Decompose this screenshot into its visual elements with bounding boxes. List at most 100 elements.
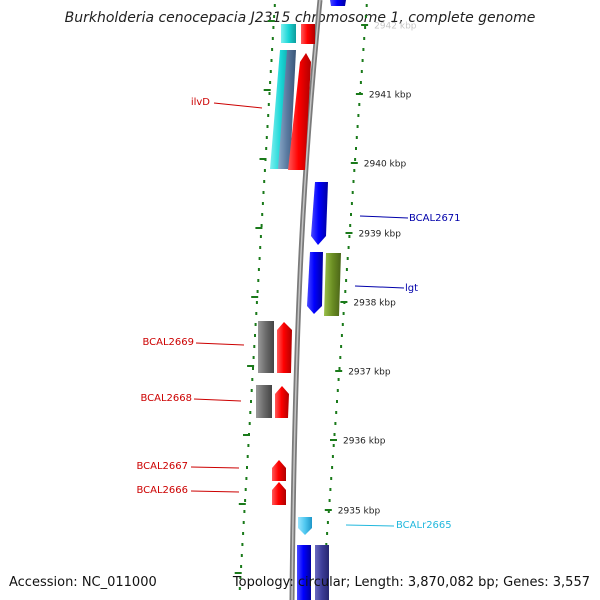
ruler-dot (348, 235, 351, 238)
ruler-dot (247, 444, 250, 447)
genome-summary: Topology: circular; Length: 3,870,082 bp… (232, 575, 590, 590)
gene-label-leader (345, 524, 395, 527)
gene-label-leader (359, 215, 409, 219)
ilvD-region[interactable] (270, 50, 311, 170)
ruler-minor-tick (263, 89, 271, 91)
ruler-dot (362, 48, 365, 51)
ruler-dot (273, 4, 276, 7)
gene-label[interactable]: BCAL2667 (136, 461, 188, 472)
ruler-major-tick (340, 301, 348, 303)
accession-label: Accession: NC_011000 (9, 575, 157, 590)
gene-label-leader (190, 466, 240, 469)
ruler-dot (259, 235, 262, 238)
red-gene-top[interactable] (301, 24, 315, 44)
ruler-dot (262, 191, 265, 194)
ruler-dot (329, 488, 332, 491)
BCALr2665-gene[interactable] (298, 517, 312, 535)
ruler-dot (330, 477, 333, 480)
ruler-dot (251, 378, 254, 381)
ruler-dot (261, 202, 264, 205)
ruler-dot (240, 565, 243, 568)
ruler-tick-label: 2935 kbp (338, 507, 381, 517)
BCAL2666-gene[interactable] (272, 482, 286, 505)
BCAL2669-cds-feature[interactable] (258, 321, 274, 373)
ruler-dot (360, 70, 363, 73)
gene-label-leader (193, 398, 242, 402)
ruler-dot (242, 532, 245, 535)
ruler-tick-label: 2942 kbp (374, 22, 417, 32)
ruler-major-tick (335, 370, 343, 372)
BCAL2668-gene[interactable] (275, 386, 289, 418)
ruler-dot (356, 125, 359, 128)
BCAL2669-gene[interactable] (277, 322, 292, 373)
ruler-dot (338, 367, 341, 370)
ruler-dot (364, 15, 367, 18)
gene-label-leader (213, 102, 263, 109)
gene-label[interactable]: BCAL2666 (136, 485, 188, 496)
ruler-dot (354, 158, 357, 161)
ruler-dot (252, 356, 255, 359)
ruler-dot (263, 169, 266, 172)
ruler-dot (246, 466, 248, 469)
ruler-dot (240, 554, 243, 557)
ruler-dot (333, 433, 336, 436)
ruler-major-tick (355, 93, 363, 95)
lgt-gene[interactable] (307, 252, 323, 314)
ruler-major-tick (350, 162, 358, 164)
ruler-dot (340, 345, 343, 348)
BCAL2667-gene[interactable] (272, 460, 286, 481)
ruler-dot (255, 301, 258, 304)
ruler-dot (350, 213, 352, 216)
gene-label[interactable]: BCALr2665 (396, 520, 452, 531)
ruler-dot (326, 521, 329, 524)
ruler-dot (268, 92, 271, 95)
ruler-dot (257, 268, 260, 271)
ruler-dot (260, 224, 263, 227)
BCAL2671-gene[interactable] (311, 182, 328, 245)
ruler-dot (336, 389, 339, 392)
gene-label[interactable]: BCAL2671 (409, 213, 461, 224)
ruler-dot (327, 510, 330, 513)
ruler-dot (344, 290, 347, 293)
ruler-tick-label: 2938 kbp (353, 299, 396, 309)
ruler-dot (267, 103, 270, 106)
gene-label[interactable]: BCAL2668 (140, 393, 192, 404)
ruler-dot (341, 323, 344, 326)
ruler-dot (263, 180, 266, 183)
ilvD-gene[interactable] (288, 53, 311, 170)
ruler-dot (331, 455, 334, 458)
ruler-dot (266, 125, 269, 128)
cyan-feature-top[interactable] (281, 24, 296, 43)
lgt-olive-feature[interactable] (324, 253, 341, 316)
BCAL2668-cds-feature[interactable] (256, 385, 272, 418)
ruler-dot (257, 279, 260, 282)
ruler-dot (242, 521, 245, 524)
blue-gene-bottom[interactable] (297, 545, 311, 600)
ruler-tick-label: 2939 kbp (359, 230, 402, 240)
ruler-dot (271, 48, 274, 51)
ruler-dot (273, 15, 276, 18)
ruler-dot (254, 334, 256, 337)
ruler-dot (239, 576, 242, 579)
gene-label[interactable]: lgt (405, 283, 418, 294)
ruler-dot (261, 213, 264, 216)
gene-label[interactable]: ilvD (191, 97, 210, 108)
ruler-dot (325, 543, 328, 546)
blue-gene-top[interactable] (330, 0, 346, 6)
ruler-dot (347, 246, 350, 249)
ruler-dot (269, 70, 272, 73)
ruler-dot (349, 224, 352, 227)
ruler-dot (361, 59, 364, 62)
ruler-minor-tick (243, 434, 250, 436)
ruler-dot (353, 169, 356, 172)
ruler-dot (248, 422, 251, 425)
ruler-dot (340, 334, 343, 337)
ruler-major-tick (330, 439, 337, 441)
ruler-major-ticks: 2942 kbp 2941 kbp 2940 kbp 2939 kbp 2938 kbp… (324, 22, 417, 517)
ruler-tick-label: 2940 kbp (364, 160, 407, 170)
navy-feature-bottom[interactable] (315, 545, 329, 600)
gene-label[interactable]: BCAL2669 (142, 337, 194, 348)
ruler-dot (252, 367, 254, 370)
ruler-dot (249, 411, 252, 414)
